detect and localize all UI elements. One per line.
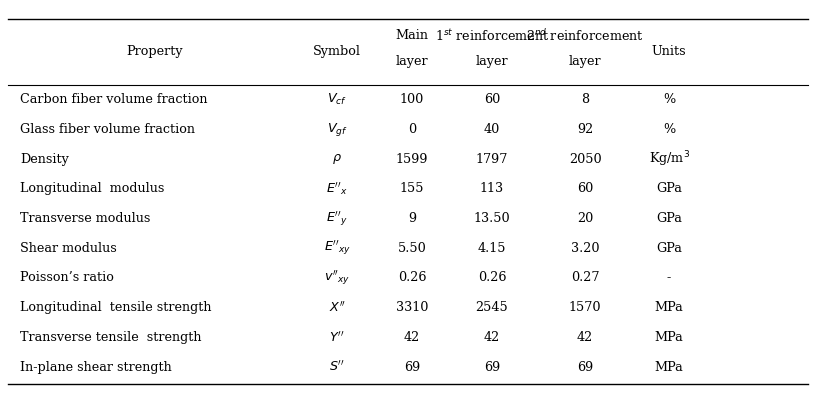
- Text: Kg/m$^3$: Kg/m$^3$: [649, 149, 690, 169]
- Text: $E''_{y}$: $E''_{y}$: [326, 209, 348, 228]
- Text: 42: 42: [577, 331, 593, 344]
- Text: Transverse modulus: Transverse modulus: [20, 212, 151, 225]
- Text: 92: 92: [577, 123, 593, 136]
- Text: Main: Main: [396, 29, 428, 43]
- Text: Transverse tensile  strength: Transverse tensile strength: [20, 331, 202, 344]
- Text: $Y''$: $Y''$: [330, 330, 344, 345]
- Text: 0.27: 0.27: [571, 271, 599, 285]
- Text: Units: Units: [652, 45, 686, 58]
- Text: Carbon fiber volume fraction: Carbon fiber volume fraction: [20, 93, 208, 106]
- Text: Density: Density: [20, 152, 69, 166]
- Text: 0.26: 0.26: [398, 271, 426, 285]
- Text: 2545: 2545: [476, 301, 508, 314]
- Text: 69: 69: [484, 361, 500, 374]
- Text: 40: 40: [484, 123, 500, 136]
- Text: 60: 60: [484, 93, 500, 106]
- Text: GPa: GPa: [656, 242, 682, 255]
- Text: 5.50: 5.50: [397, 242, 427, 255]
- Text: 1599: 1599: [396, 152, 428, 166]
- Text: Longitudinal  modulus: Longitudinal modulus: [20, 182, 165, 195]
- Text: $V_{gf}$: $V_{gf}$: [326, 121, 348, 138]
- Text: 60: 60: [577, 182, 593, 195]
- Text: 8: 8: [581, 93, 589, 106]
- Text: 100: 100: [400, 93, 424, 106]
- Text: Shear modulus: Shear modulus: [20, 242, 118, 255]
- Text: MPa: MPa: [654, 361, 684, 374]
- Text: layer: layer: [569, 55, 601, 69]
- Text: 69: 69: [404, 361, 420, 374]
- Text: $E''_{xy}$: $E''_{xy}$: [323, 239, 351, 257]
- Text: 69: 69: [577, 361, 593, 374]
- Text: $v''_{xy}$: $v''_{xy}$: [324, 269, 350, 287]
- Text: layer: layer: [476, 55, 508, 69]
- Text: 0: 0: [408, 123, 416, 136]
- Text: Property: Property: [126, 45, 184, 58]
- Text: $V_{cf}$: $V_{cf}$: [327, 92, 347, 107]
- Text: $E''_{x}$: $E''_{x}$: [326, 180, 348, 197]
- Text: MPa: MPa: [654, 301, 684, 314]
- Text: GPa: GPa: [656, 182, 682, 195]
- Text: 3.20: 3.20: [571, 242, 599, 255]
- Text: Glass fiber volume fraction: Glass fiber volume fraction: [20, 123, 195, 136]
- Text: 1797: 1797: [476, 152, 508, 166]
- Text: 113: 113: [480, 182, 504, 195]
- Text: %: %: [663, 123, 676, 136]
- Text: 13.50: 13.50: [474, 212, 510, 225]
- Text: 155: 155: [400, 182, 424, 195]
- Text: 2$^{nd}$ reinforcement: 2$^{nd}$ reinforcement: [526, 28, 644, 44]
- Text: 1570: 1570: [569, 301, 601, 314]
- Text: layer: layer: [396, 55, 428, 69]
- Text: $\rho$: $\rho$: [332, 152, 342, 166]
- Text: 4.15: 4.15: [478, 242, 506, 255]
- Text: 42: 42: [404, 331, 420, 344]
- Text: 0.26: 0.26: [478, 271, 506, 285]
- Text: -: -: [667, 271, 672, 285]
- Text: Longitudinal  tensile strength: Longitudinal tensile strength: [20, 301, 212, 314]
- Text: In-plane shear strength: In-plane shear strength: [20, 361, 172, 374]
- Text: $S''$: $S''$: [329, 360, 345, 375]
- Text: 3310: 3310: [396, 301, 428, 314]
- Text: 42: 42: [484, 331, 500, 344]
- Text: 9: 9: [408, 212, 416, 225]
- Text: 2050: 2050: [569, 152, 601, 166]
- Text: Symbol: Symbol: [313, 45, 361, 58]
- Text: GPa: GPa: [656, 212, 682, 225]
- Text: %: %: [663, 93, 676, 106]
- Text: MPa: MPa: [654, 331, 684, 344]
- Text: 20: 20: [577, 212, 593, 225]
- Text: 1$^{st}$ reinforcement: 1$^{st}$ reinforcement: [435, 28, 549, 44]
- Text: $X''$: $X''$: [329, 300, 345, 315]
- Text: Poisson’s ratio: Poisson’s ratio: [20, 271, 114, 285]
